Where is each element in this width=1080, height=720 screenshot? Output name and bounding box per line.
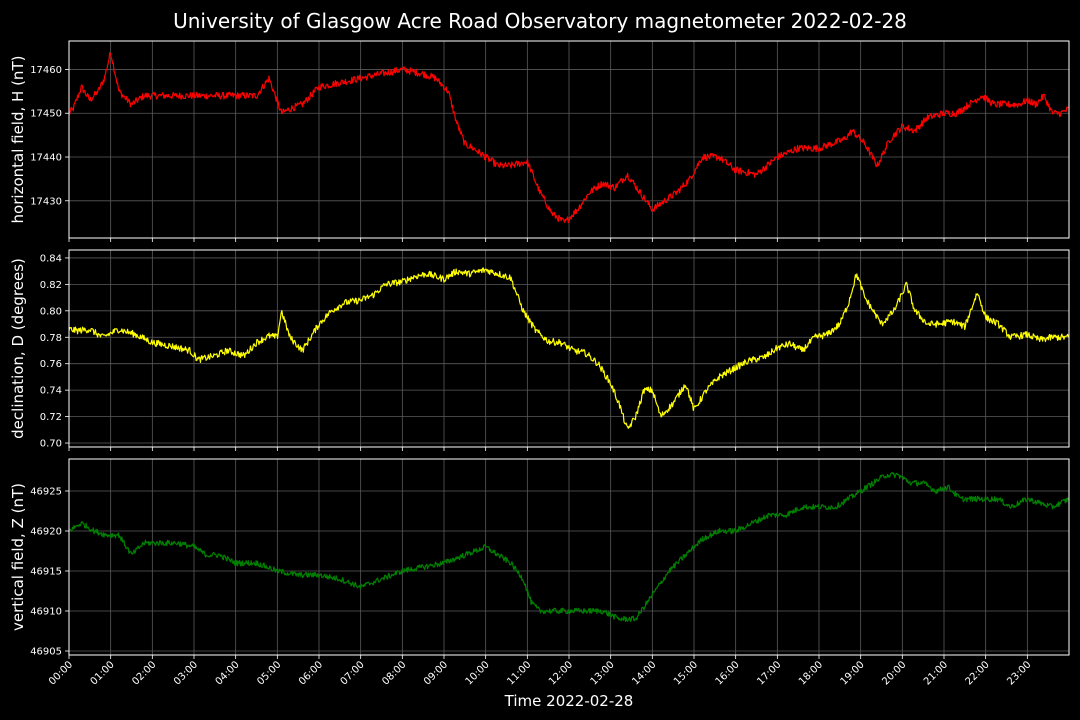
x-tick-label: 03:00 xyxy=(172,659,200,687)
y-tick-label: 46925 xyxy=(30,487,62,498)
x-tick-label: 22:00 xyxy=(964,659,992,687)
y-axis-label-H: horizontal field, H (nT) xyxy=(9,56,27,224)
x-tick-label: 02:00 xyxy=(130,659,158,687)
x-tick-label: 09:00 xyxy=(422,659,450,687)
y-tick-label: 17430 xyxy=(30,196,62,207)
x-tick-label: 10:00 xyxy=(464,659,492,687)
y-axis-label-Z: vertical field, Z (nT) xyxy=(9,483,27,631)
panel-frame xyxy=(68,458,1070,656)
y-tick-label: 46910 xyxy=(30,607,62,618)
y-tick-label: 0.72 xyxy=(40,412,62,423)
y-tick-label: 46915 xyxy=(30,567,62,578)
y-axis-label-D: declination, D (degrees) xyxy=(9,258,27,439)
panel-D: 0.70 0.72 0.74 0.76 0.78 0.80 0.82 0.84 declinat… xyxy=(9,249,1070,451)
panel-frame xyxy=(68,40,1070,239)
y-tick-label: 17450 xyxy=(30,109,62,120)
y-tick-label: 0.84 xyxy=(40,253,62,264)
x-tick-label: 15:00 xyxy=(672,659,700,687)
x-tick-label: 08:00 xyxy=(380,659,408,687)
x-tick-label: 20:00 xyxy=(880,659,908,687)
y-tick-label: 0.80 xyxy=(40,306,62,317)
x-tick-label: 06:00 xyxy=(297,659,325,687)
x-tick-label: 00:00 xyxy=(47,659,75,687)
x-tick-label: 16:00 xyxy=(714,659,742,687)
series-line-H xyxy=(68,52,1070,224)
x-tick-label: 05:00 xyxy=(255,659,283,687)
x-axis-ticks: 00:00 01:00 02:00 03:00 04:00 05:00 06:00 07:00… xyxy=(47,659,1033,687)
x-tick-label: 07:00 xyxy=(339,659,367,687)
y-tick-label: 46905 xyxy=(30,647,62,658)
x-tick-label: 17:00 xyxy=(755,659,783,687)
x-axis-label: Time 2022-02-28 xyxy=(504,692,634,710)
series-line-Z xyxy=(68,471,1070,623)
series-line-D xyxy=(68,267,1070,429)
x-tick-label: 14:00 xyxy=(630,659,658,687)
x-tick-label: 23:00 xyxy=(1005,659,1033,687)
x-tick-label: 13:00 xyxy=(589,659,617,687)
panel-frame xyxy=(68,249,1070,448)
x-tick-label: 21:00 xyxy=(922,659,950,687)
y-tick-label: 0.70 xyxy=(40,439,62,450)
x-tick-label: 01:00 xyxy=(89,659,117,687)
x-tick-label: 12:00 xyxy=(547,659,575,687)
y-tick-label: 0.76 xyxy=(40,359,62,370)
x-tick-label: 19:00 xyxy=(839,659,867,687)
y-tick-label: 17440 xyxy=(30,153,62,164)
y-tick-label: 46920 xyxy=(30,527,62,538)
y-tick-label: 17460 xyxy=(30,65,62,76)
x-tick-label: 18:00 xyxy=(797,659,825,687)
chart-title: University of Glasgow Acre Road Observat… xyxy=(173,9,907,33)
y-tick-label: 0.78 xyxy=(40,333,62,344)
x-tick-label: 11:00 xyxy=(505,659,533,687)
y-tick-label: 0.74 xyxy=(40,386,62,397)
x-tick-label: 04:00 xyxy=(214,659,242,687)
y-tick-label: 0.82 xyxy=(40,280,62,291)
